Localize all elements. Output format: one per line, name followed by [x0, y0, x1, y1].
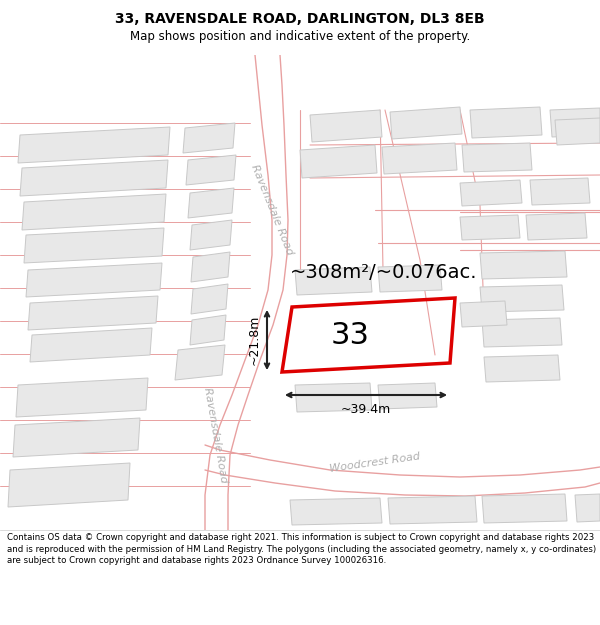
- Polygon shape: [290, 498, 382, 525]
- Polygon shape: [530, 178, 590, 205]
- Polygon shape: [183, 123, 235, 153]
- Polygon shape: [470, 107, 542, 138]
- Polygon shape: [175, 345, 225, 380]
- Polygon shape: [16, 378, 148, 417]
- Polygon shape: [22, 194, 166, 230]
- Polygon shape: [484, 355, 560, 382]
- Polygon shape: [26, 263, 162, 297]
- Polygon shape: [190, 315, 226, 345]
- Polygon shape: [13, 418, 140, 457]
- Polygon shape: [390, 107, 462, 139]
- Text: 33, RAVENSDALE ROAD, DARLINGTON, DL3 8EB: 33, RAVENSDALE ROAD, DARLINGTON, DL3 8EB: [115, 12, 485, 26]
- Polygon shape: [378, 383, 437, 409]
- Text: 33: 33: [330, 321, 369, 349]
- Text: Contains OS data © Crown copyright and database right 2021. This information is : Contains OS data © Crown copyright and d…: [7, 533, 596, 566]
- Polygon shape: [482, 318, 562, 347]
- Polygon shape: [460, 301, 507, 327]
- Polygon shape: [460, 180, 522, 206]
- Polygon shape: [482, 494, 567, 523]
- Polygon shape: [18, 127, 170, 163]
- Polygon shape: [550, 108, 600, 137]
- Polygon shape: [480, 251, 567, 279]
- Text: Ravensdale Road: Ravensdale Road: [249, 163, 295, 257]
- Polygon shape: [188, 188, 234, 218]
- Polygon shape: [300, 145, 377, 178]
- Polygon shape: [462, 143, 532, 172]
- Polygon shape: [295, 267, 372, 295]
- Text: Woodcrest Road: Woodcrest Road: [329, 452, 421, 474]
- Polygon shape: [388, 496, 477, 524]
- Polygon shape: [480, 285, 564, 312]
- Text: ~308m²/~0.076ac.: ~308m²/~0.076ac.: [290, 264, 478, 282]
- Polygon shape: [555, 118, 600, 145]
- Polygon shape: [526, 213, 587, 240]
- Polygon shape: [310, 110, 382, 142]
- Polygon shape: [30, 328, 152, 362]
- Polygon shape: [295, 383, 372, 412]
- Polygon shape: [382, 143, 457, 174]
- Polygon shape: [460, 215, 520, 240]
- Polygon shape: [20, 160, 168, 196]
- Text: Map shows position and indicative extent of the property.: Map shows position and indicative extent…: [130, 30, 470, 43]
- Text: ~39.4m: ~39.4m: [341, 403, 391, 416]
- Polygon shape: [191, 252, 230, 282]
- Polygon shape: [186, 155, 236, 185]
- Text: Ravensdale Road: Ravensdale Road: [202, 386, 229, 484]
- Polygon shape: [8, 463, 130, 507]
- Polygon shape: [24, 228, 164, 263]
- Polygon shape: [575, 494, 600, 522]
- Polygon shape: [28, 296, 158, 330]
- Text: ~21.8m: ~21.8m: [248, 315, 261, 365]
- Polygon shape: [190, 220, 232, 250]
- Polygon shape: [191, 284, 228, 314]
- Polygon shape: [378, 265, 442, 292]
